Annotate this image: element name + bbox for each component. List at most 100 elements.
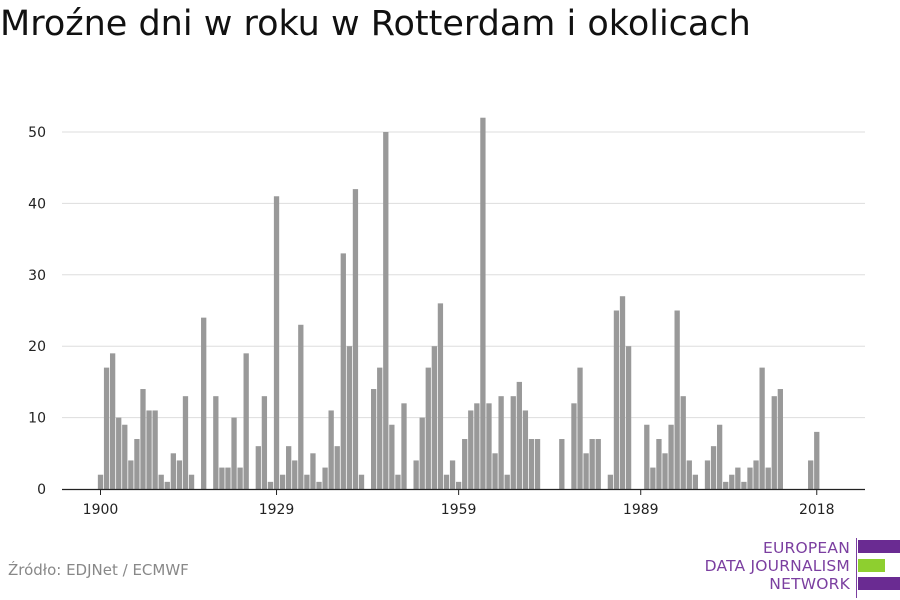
bar-1956 [437, 303, 444, 489]
bar-1981 [589, 439, 595, 489]
bar-2008 [753, 460, 759, 489]
bar-2000 [704, 460, 711, 489]
bar-1966 [498, 396, 504, 489]
bar-1942 [352, 189, 359, 489]
bar-1962 [474, 403, 480, 489]
gridlines [62, 131, 865, 419]
bar-1922 [231, 417, 237, 489]
bar-1950 [401, 403, 407, 489]
bar-1970 [522, 410, 529, 489]
bar-2018 [814, 431, 820, 489]
bar-1996 [680, 396, 686, 489]
bar-1985 [613, 310, 620, 489]
x-tick-label-1929: 1929 [259, 502, 295, 518]
y-tick-label-30: 30 [28, 268, 46, 284]
bar-2009 [759, 367, 765, 489]
bar-1929 [273, 196, 280, 489]
bar-1936 [316, 481, 322, 489]
bar-1943 [358, 474, 365, 489]
bar-1904 [122, 424, 128, 489]
bar-1968 [510, 396, 516, 489]
bar-1991 [650, 467, 656, 489]
bar-1998 [692, 474, 699, 489]
bar-1903 [116, 417, 122, 489]
bar-1976 [559, 439, 565, 489]
bar-1952 [413, 460, 419, 489]
bar-1945 [371, 389, 377, 489]
bar-1938 [328, 410, 334, 489]
chart-title: Mroźne dni w roku w Rotterdam i okolicac… [0, 4, 751, 44]
bar-1940 [340, 253, 346, 489]
bar-1994 [668, 424, 674, 489]
x-tick-label-1959: 1959 [441, 502, 477, 518]
bar-1971 [528, 439, 535, 489]
bar-1987 [625, 346, 632, 489]
bar-1957 [443, 474, 450, 489]
bar-1953 [419, 417, 425, 489]
bar-1948 [389, 424, 395, 489]
bar-1997 [686, 460, 692, 489]
bar-1995 [674, 310, 680, 489]
bar-2012 [777, 389, 783, 489]
bar-1937 [322, 467, 328, 489]
bar-1906 [134, 439, 140, 489]
bar-1982 [595, 439, 601, 489]
bar-1960 [462, 439, 468, 489]
bar-2001 [710, 446, 717, 489]
y-tick-labels: 0 10 20 30 40 50 [28, 125, 46, 498]
bar-1930 [279, 474, 286, 489]
bar-1941 [346, 346, 353, 489]
logo-bar-purple-top [858, 540, 900, 553]
bar-1924 [243, 353, 249, 489]
bar-1965 [492, 453, 498, 489]
bar-1972 [534, 439, 541, 489]
bar-1914 [182, 396, 189, 489]
bar-1912 [170, 453, 176, 489]
bar-1964 [486, 403, 492, 489]
bar-2003 [723, 481, 729, 489]
bar-1967 [504, 474, 510, 489]
bar-1917 [201, 317, 207, 489]
bar-2010 [765, 467, 771, 489]
bar-1901 [103, 367, 110, 489]
bar-2011 [771, 396, 777, 489]
bar-1911 [164, 481, 170, 489]
bar-1907 [140, 389, 146, 489]
x-tick-label-1900: 1900 [83, 502, 119, 518]
bar-1986 [619, 296, 626, 489]
edjnet-logo: EUROPEAN DATA JOURNALISM NETWORK [700, 538, 900, 598]
bar-1933 [298, 324, 304, 489]
bar-1947 [383, 132, 389, 489]
logo-bar-purple-bottom [858, 577, 900, 590]
y-tick-label-50: 50 [28, 125, 46, 141]
bar-1959 [455, 481, 462, 489]
bar-1935 [310, 453, 316, 489]
bar-1990 [644, 424, 650, 489]
bar-1905 [128, 460, 134, 489]
bar-1921 [225, 467, 231, 489]
x-ticks: 1900 1929 1959 1989 2018 [83, 489, 835, 518]
bar-2002 [716, 424, 723, 489]
bar-1955 [431, 346, 437, 489]
bar-1915 [188, 474, 195, 489]
bar-2004 [729, 474, 735, 489]
bar-1926 [255, 446, 261, 489]
bar-1980 [583, 453, 589, 489]
bar-1958 [449, 460, 456, 489]
bar-1900 [97, 474, 104, 489]
bar-2007 [747, 467, 753, 489]
source-note: Źródło: EDJNet / ECMWF [8, 561, 189, 579]
bar-1993 [662, 453, 668, 489]
bar-1934 [304, 474, 310, 489]
bar-1939 [334, 446, 340, 489]
bar-1931 [286, 446, 292, 489]
logo-divider [856, 538, 857, 598]
bar-1946 [377, 367, 383, 489]
bar-1949 [395, 474, 401, 489]
x-tick-label-2018: 2018 [799, 502, 835, 518]
bar-2017 [808, 460, 814, 489]
bar-1913 [176, 460, 183, 489]
bar-1910 [158, 474, 164, 489]
x-tick-label-1989: 1989 [623, 502, 659, 518]
logo-bar-green [858, 559, 885, 572]
